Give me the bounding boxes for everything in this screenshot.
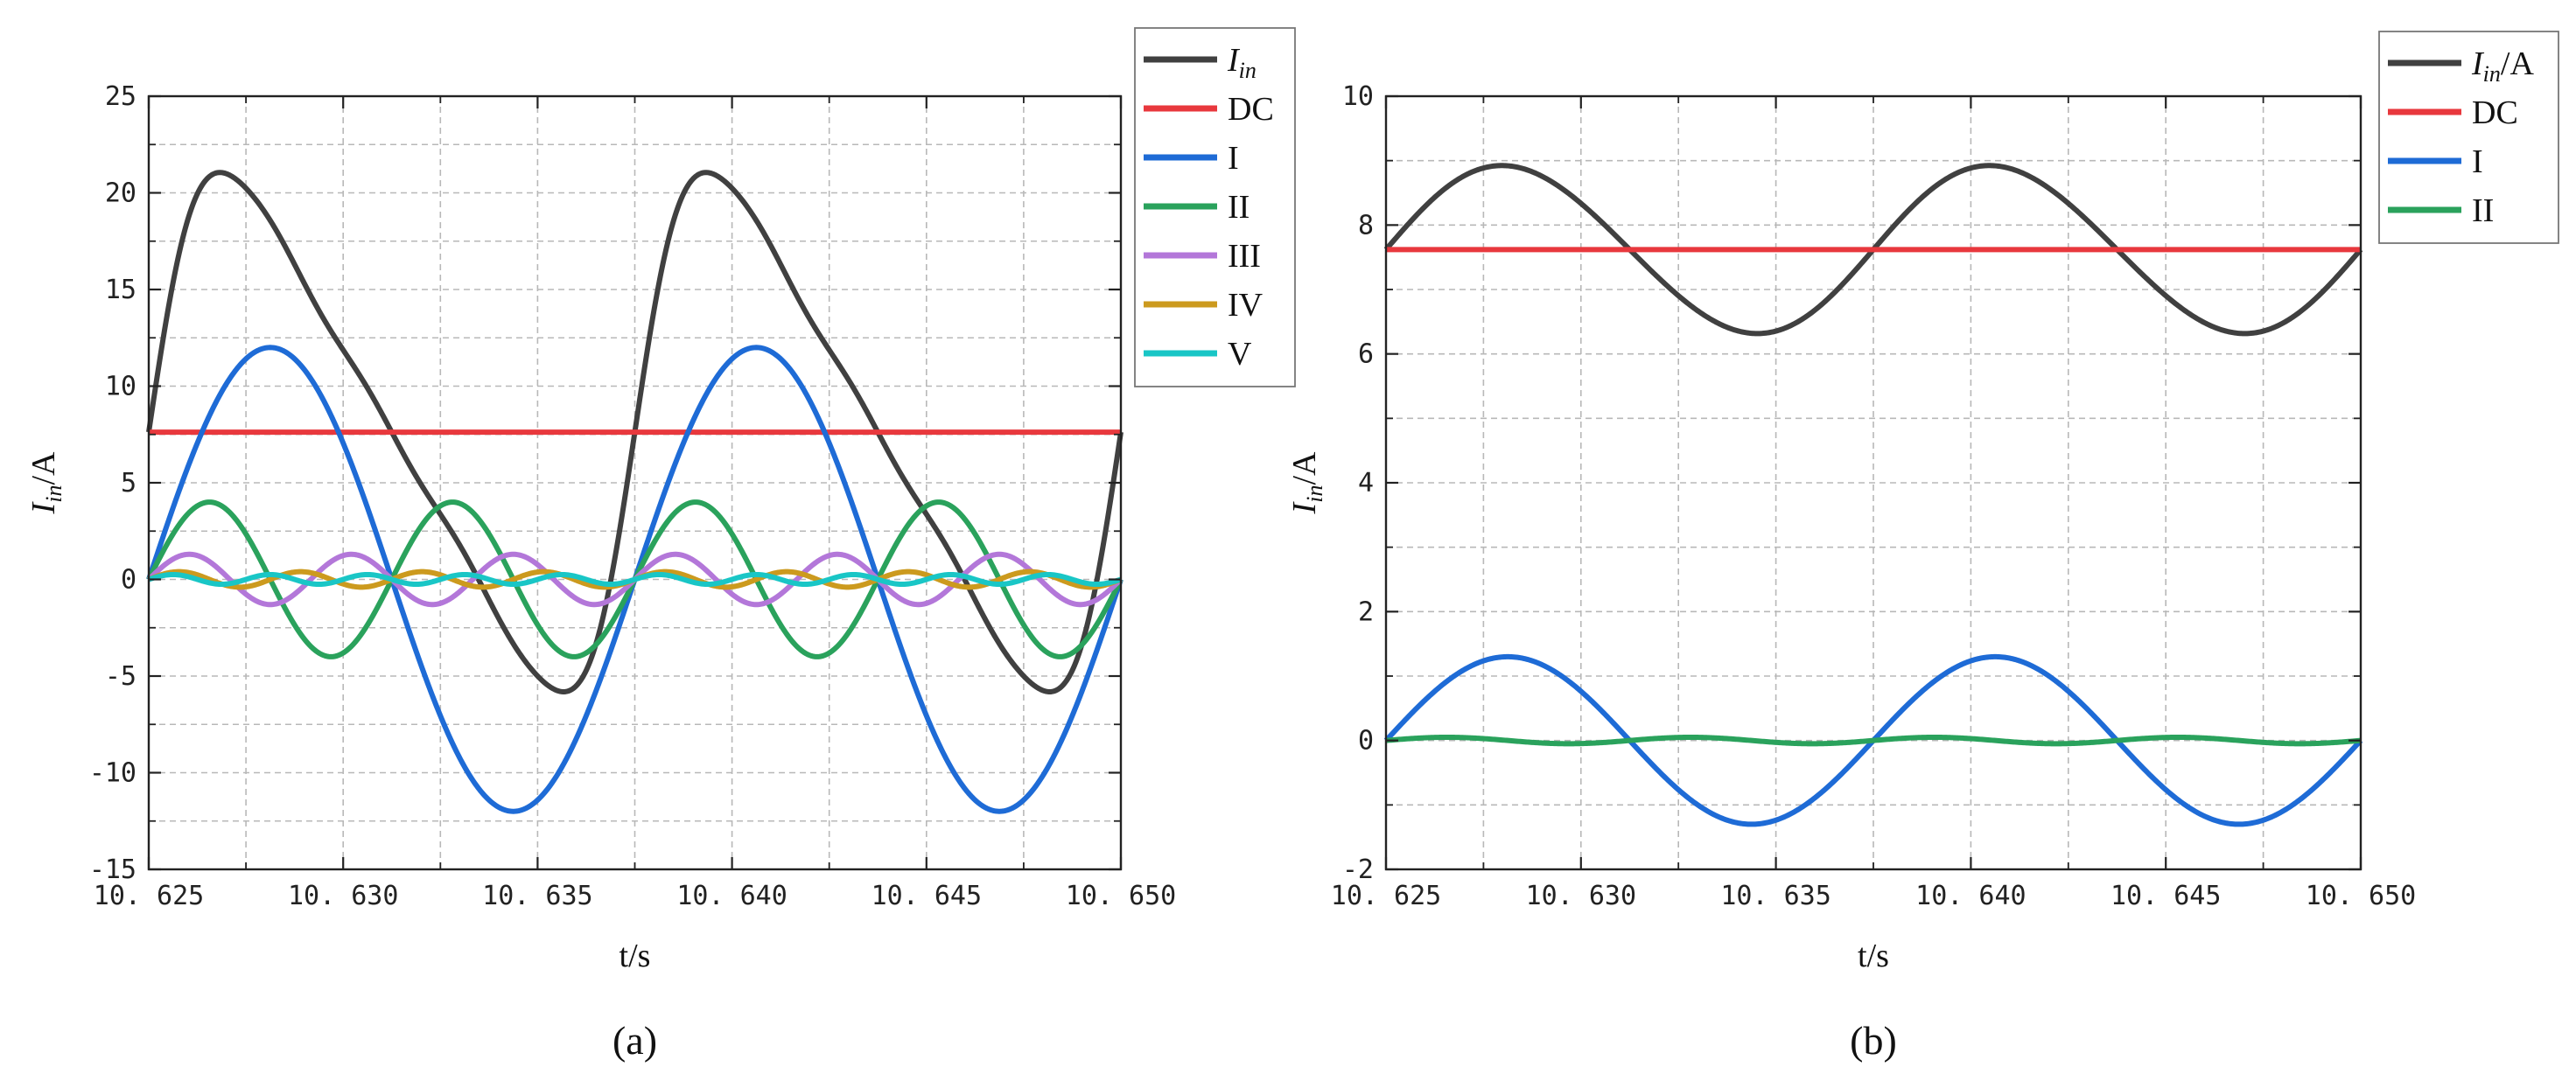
x-tick-label: 10. 645: [2110, 881, 2221, 911]
legend-label: IV: [1228, 287, 1264, 324]
x-tick-label: 10. 630: [1526, 881, 1636, 911]
y-tick-label: 10: [1342, 81, 1374, 112]
series-line-v: [147, 571, 1123, 588]
y-tick-label: -5: [105, 661, 136, 692]
x-tick-label: 10. 635: [482, 881, 592, 911]
x-axis-label: t/s: [1858, 938, 1889, 974]
y-tick-label: 15: [105, 275, 136, 305]
x-tick-label: 10. 625: [94, 881, 204, 911]
y-axis-label: Iin/A: [25, 451, 66, 514]
axis-ticks: 10. 625 10. 630 10. 635 10. 640 10. 645 10. 6…: [1331, 81, 2416, 911]
series-line-ii: [1384, 734, 2362, 747]
legend-label: III: [1228, 238, 1261, 275]
y-tick-label: 10: [105, 372, 136, 402]
grid: [1386, 96, 2361, 869]
y-tick-label: 2: [1358, 596, 1374, 627]
y-tick-label: 20: [105, 178, 136, 209]
chart-panel-b: 10. 625 10. 630 10. 635 10. 640 10. 645 10. 6…: [1286, 31, 2559, 1063]
y-tick-label: 0: [1358, 726, 1374, 757]
y-tick-label: -2: [1342, 854, 1374, 885]
legend-label: V: [1228, 336, 1252, 373]
x-tick-label: 10. 625: [1331, 881, 1441, 911]
legend-label: II: [2472, 192, 2494, 229]
y-tick-label: 5: [121, 468, 136, 499]
legend-label: DC: [1228, 91, 1274, 128]
x-tick-label: 10. 640: [1915, 881, 2026, 911]
grid: [149, 96, 1121, 869]
legend-label: Iin/A: [2471, 45, 2534, 87]
y-tick-label: -10: [89, 758, 136, 789]
y-tick-label: 8: [1358, 210, 1374, 241]
y-tick-label: 25: [105, 81, 136, 112]
y-tick-label: 6: [1358, 339, 1374, 370]
legend-label: DC: [2472, 94, 2518, 131]
y-axis-label: Iin/A: [1286, 451, 1327, 514]
y-tick-label: 0: [121, 565, 136, 596]
x-tick-label: 10. 645: [872, 881, 982, 911]
x-axis-label: t/s: [620, 938, 651, 974]
y-tick-label: -15: [89, 854, 136, 885]
chart-panel-a: 10. 625 10. 630 10. 635 10. 640 10. 645 10. 6…: [25, 27, 1296, 1063]
x-tick-label: 10. 650: [2306, 881, 2416, 911]
x-tick-label: 10. 640: [676, 881, 787, 911]
panel-label: (a): [612, 1018, 657, 1063]
axis-ticks: 10. 625 10. 630 10. 635 10. 640 10. 645 10. 6…: [89, 81, 1176, 911]
legend-label: I: [2472, 143, 2483, 180]
x-tick-label: 10. 635: [1720, 881, 1830, 911]
legend-label: Iin: [1227, 42, 1256, 83]
legend-label: II: [1228, 189, 1250, 226]
y-tick-label: 4: [1358, 468, 1374, 499]
legend-label: I: [1228, 140, 1239, 177]
x-tick-label: 10. 630: [288, 881, 398, 911]
panel-label: (b): [1850, 1018, 1897, 1063]
x-tick-label: 10. 650: [1066, 881, 1176, 911]
